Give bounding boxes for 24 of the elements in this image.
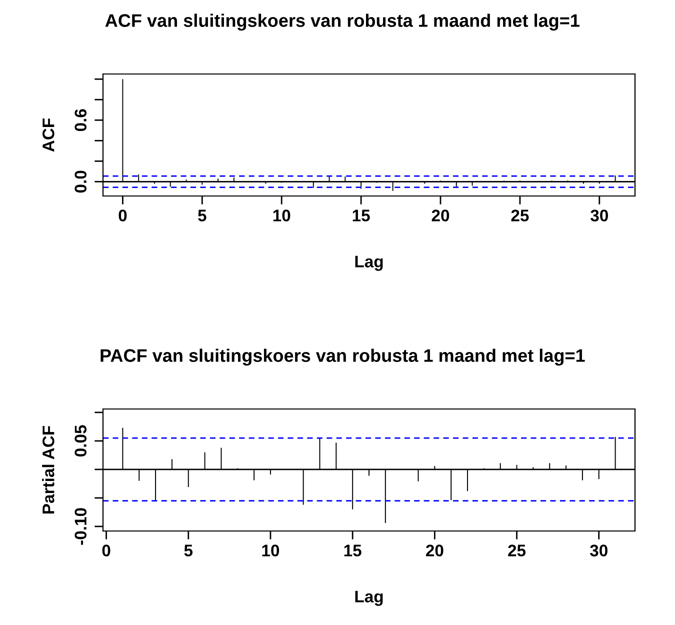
y-tick-label: 0.05 — [74, 425, 87, 456]
y-tick-label: -0.10 — [74, 508, 87, 545]
x-tick-label: 5 — [198, 210, 206, 222]
y-axis-title: Partial ACF — [42, 426, 54, 514]
chart-title: PACF van sluitingskoers van robusta 1 maand met lag=1 — [100, 348, 585, 366]
x-tick-label: 30 — [590, 544, 608, 556]
x-tick-label: 5 — [184, 544, 193, 556]
y-axis-title: ACF — [42, 118, 54, 152]
x-tick-label: 20 — [426, 544, 444, 556]
y-tick-label: 0.6 — [74, 109, 87, 132]
x-tick-label: 10 — [273, 210, 290, 222]
x-axis-title: Lag — [355, 590, 383, 606]
chart-title: ACF van sluitingskoers van robusta 1 maand met lag=1 — [105, 14, 580, 31]
x-tick-label: 15 — [344, 544, 362, 556]
x-tick-label: 15 — [352, 210, 370, 222]
x-tick-label: 25 — [508, 544, 526, 556]
x-tick-label: 25 — [511, 210, 529, 222]
x-tick-label: 0 — [118, 210, 127, 222]
x-tick-label: 10 — [262, 544, 280, 556]
x-tick-label: 20 — [432, 210, 450, 222]
x-tick-label: 30 — [590, 210, 608, 222]
x-tick-label: 0 — [102, 544, 110, 556]
x-axis-title: Lag — [355, 256, 383, 271]
y-tick-label: 0.0 — [74, 170, 87, 193]
